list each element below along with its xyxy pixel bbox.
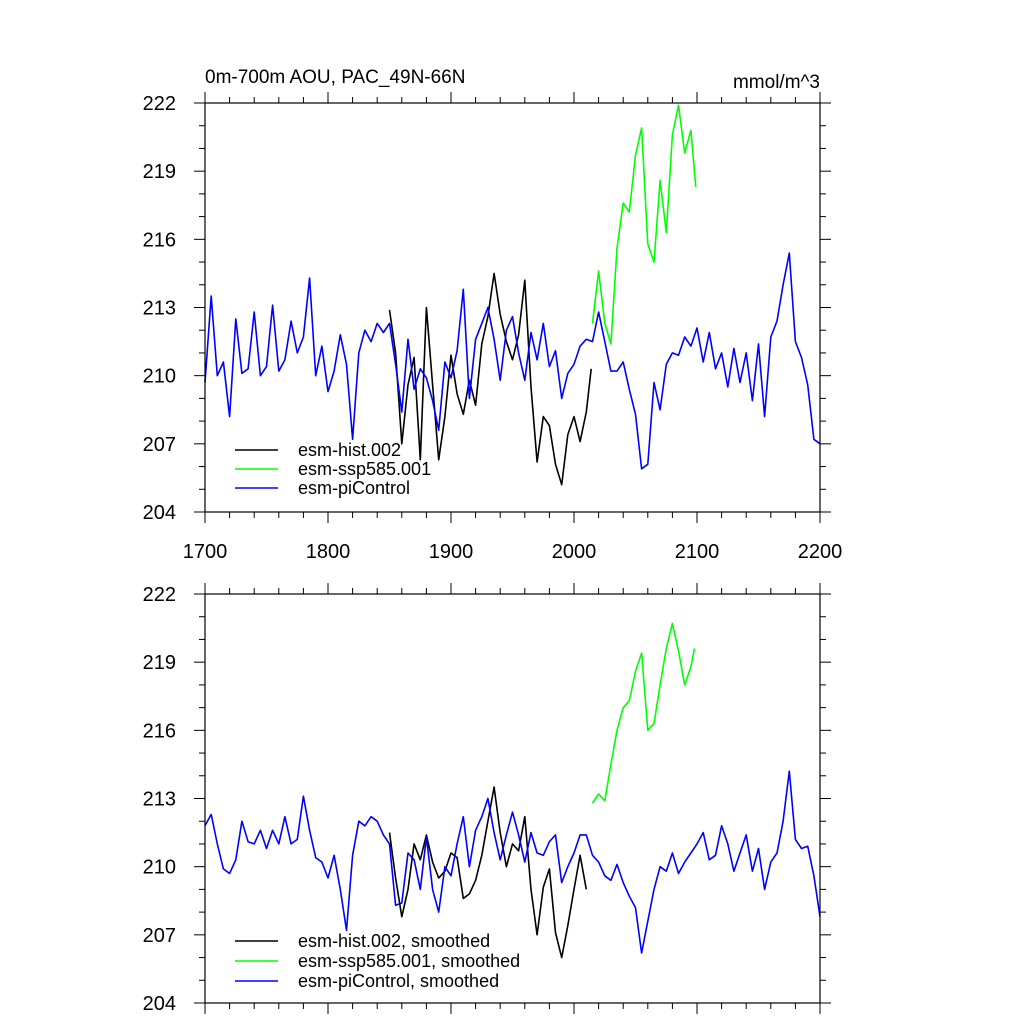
top-panel: 204 207 210 213 216 219 222 1700 1800 1900 2000 210…: [143, 67, 843, 563]
y-tick-label: 207: [143, 434, 176, 456]
bottom-panel: 204 207 210 213 216 219 222 esm-hist.002, smoot…: [143, 583, 831, 1015]
y-tick-label: 204: [143, 993, 176, 1015]
legend-label: esm-piControl, smoothed: [298, 971, 499, 991]
x-tick-label: 2200: [798, 541, 843, 563]
x-tick-label: 1900: [429, 541, 474, 563]
y-tick-label: 210: [143, 857, 176, 879]
y-tick-label: 216: [143, 720, 176, 742]
series-line-2: [591, 104, 697, 345]
y-tick-label: 210: [143, 366, 176, 388]
series-line-1: [388, 786, 588, 959]
x-tick-label: 1700: [183, 541, 228, 563]
series-line-3: [204, 770, 821, 954]
units-label: mmol/m^3: [733, 72, 820, 93]
y-tick-label: 204: [143, 502, 176, 524]
y-tick-label: 222: [143, 584, 176, 606]
y-tick-label: 219: [143, 161, 176, 183]
y-tick-label: 213: [143, 789, 176, 811]
y-tick-label: 213: [143, 298, 176, 320]
legend-label: esm-ssp585.001: [298, 459, 431, 479]
y-tick-label: 207: [143, 925, 176, 947]
series-line-3: [204, 252, 821, 470]
legend-label: esm-hist.002, smoothed: [298, 931, 490, 951]
y-tick-label: 216: [143, 229, 176, 251]
y-tick-label: 219: [143, 652, 176, 674]
x-tick-label: 1800: [306, 541, 351, 563]
legend-label: esm-piControl: [298, 478, 410, 498]
legend-label: esm-ssp585.001, smoothed: [298, 951, 520, 971]
chart-title: 0m-700m AOU, PAC_49N-66N: [205, 67, 465, 88]
series-line-1: [388, 272, 592, 486]
legend-label: esm-hist.002: [298, 440, 401, 460]
y-tick-label: 222: [143, 93, 176, 115]
x-tick-label: 2100: [675, 541, 720, 563]
x-tick-label: 2000: [552, 541, 597, 563]
series-line-2: [591, 622, 696, 804]
